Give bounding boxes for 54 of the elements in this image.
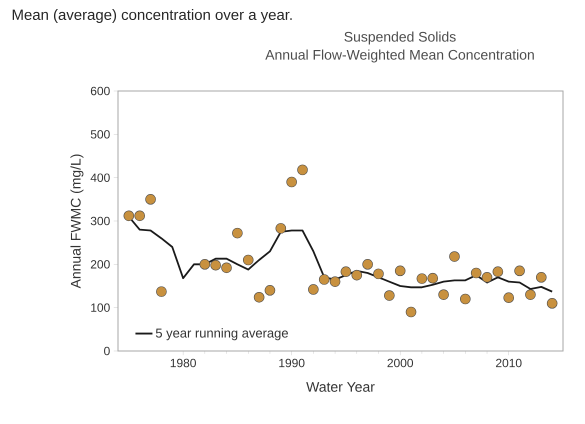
point bbox=[145, 194, 156, 205]
chart-title: Suspended Solids bbox=[344, 31, 456, 44]
point bbox=[525, 289, 536, 300]
point bbox=[470, 268, 482, 278]
point bbox=[536, 272, 547, 283]
point bbox=[254, 292, 264, 303]
point bbox=[503, 292, 514, 303]
y-tick-label: 600 bbox=[90, 86, 110, 96]
point bbox=[438, 289, 449, 300]
x-tick-label: 2000 bbox=[388, 358, 414, 368]
point bbox=[276, 223, 286, 234]
y-tick-label: 300 bbox=[90, 216, 110, 226]
point bbox=[406, 306, 416, 318]
point bbox=[318, 274, 330, 285]
point bbox=[416, 273, 428, 284]
point bbox=[210, 260, 221, 270]
x-tick-label: 1990 bbox=[279, 358, 304, 368]
point bbox=[351, 270, 362, 280]
legend-label: 5 year running average bbox=[156, 328, 288, 340]
point bbox=[394, 266, 406, 276]
point bbox=[286, 176, 297, 188]
point bbox=[297, 164, 308, 176]
point bbox=[221, 262, 232, 274]
x-tick-label: 2010 bbox=[496, 358, 522, 368]
point bbox=[449, 251, 460, 262]
chart-subtitle: Annual Flow-Weighted Mean Concentration bbox=[265, 49, 534, 62]
point bbox=[242, 254, 254, 266]
y-tick-label: 100 bbox=[91, 303, 110, 312]
x-tick-label: 1980 bbox=[170, 358, 196, 368]
point bbox=[134, 210, 146, 222]
point bbox=[330, 276, 340, 287]
point bbox=[340, 266, 352, 277]
point bbox=[514, 266, 525, 276]
y-axis-title: Annual FWMC (mg/L) bbox=[70, 154, 84, 288]
point bbox=[482, 272, 492, 283]
y-tick-label: 500 bbox=[90, 130, 110, 139]
point bbox=[373, 268, 384, 280]
point bbox=[384, 290, 395, 301]
point bbox=[308, 284, 319, 295]
point bbox=[362, 259, 373, 270]
point bbox=[156, 286, 167, 297]
point bbox=[460, 294, 471, 304]
y-tick-label: 400 bbox=[90, 173, 110, 182]
y-tick-label: 0 bbox=[104, 346, 110, 356]
point bbox=[200, 259, 210, 270]
point bbox=[492, 266, 504, 277]
point bbox=[264, 285, 276, 296]
y-tick-label: 200 bbox=[90, 260, 110, 269]
point bbox=[546, 298, 558, 309]
text: Mean (average) concentration over a year. bbox=[12, 9, 292, 23]
point bbox=[124, 210, 134, 222]
point bbox=[232, 228, 243, 238]
x-axis-title: Water Year bbox=[306, 382, 375, 392]
point bbox=[427, 272, 438, 284]
